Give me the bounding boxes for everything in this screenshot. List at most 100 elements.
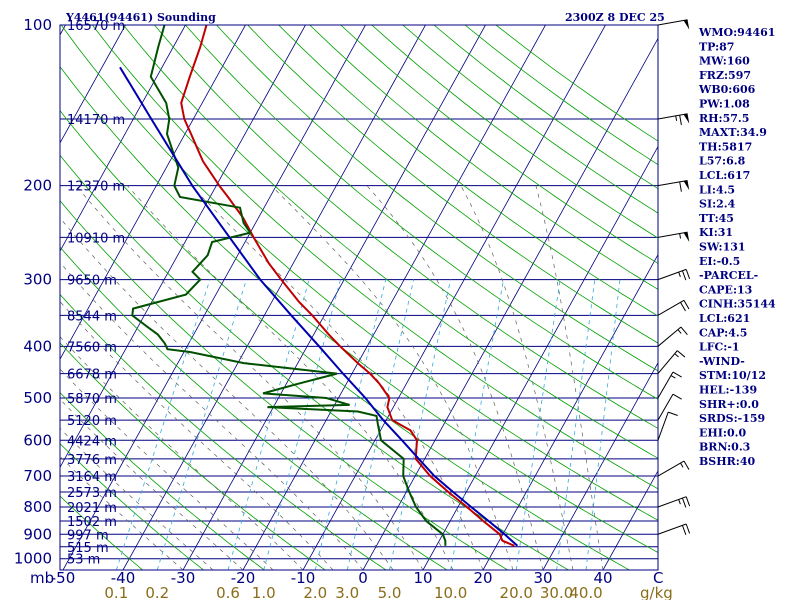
isotherm-line <box>362 37 658 570</box>
mixing-ratio-line <box>346 279 415 570</box>
wind-barb-staff <box>657 350 678 374</box>
mixing-ratio-line <box>156 279 247 570</box>
mixing-ratio-label: 40.0 <box>569 584 602 600</box>
isotherm-line <box>602 470 658 570</box>
moist-adiabat-line <box>535 185 604 570</box>
wind-barb-feather <box>679 181 682 192</box>
pressure-tick-label: 700 <box>23 467 52 485</box>
dry-adiabat-line <box>122 25 658 459</box>
mixing-ratio-line <box>115 279 211 570</box>
mixing-ratio-line <box>314 279 387 570</box>
wind-barb-feather <box>672 371 682 378</box>
wind-barb-feather <box>683 300 690 310</box>
sounding-index: TH:5817 <box>699 140 752 153</box>
sounding-index: CINH:35144 <box>699 298 776 311</box>
x-axis-unit: C <box>653 569 663 587</box>
mixing-ratio-unit: g/kg <box>640 584 673 600</box>
height-label: 10910 m <box>67 231 125 246</box>
mixing-ratio-label: 0.6 <box>216 584 240 600</box>
wind-barb <box>657 19 690 30</box>
dry-adiabat-line <box>60 200 508 570</box>
isotherm-line <box>60 25 246 361</box>
wind-barb <box>657 523 691 535</box>
mixing-ratio-line <box>389 279 451 570</box>
isotherm-line <box>122 25 426 570</box>
height-label: 5870 m <box>67 392 117 407</box>
mixing-ratio-label: 10.0 <box>434 584 467 600</box>
wind-barb-staff <box>657 326 682 347</box>
wind-barb-half-feather <box>670 375 676 379</box>
height-label: 5120 m <box>67 414 117 429</box>
wind-barb-staff <box>657 371 674 399</box>
moist-adiabat-line <box>75 185 424 570</box>
moist-adiabat-line <box>60 217 394 570</box>
dry-adiabat-line <box>60 154 569 570</box>
sounding-index: WMO:94461 <box>698 26 775 39</box>
temperature-tick-label: 20 <box>473 569 492 587</box>
pressure-tick-label: 600 <box>23 431 52 449</box>
dry-adiabat-line <box>60 495 143 570</box>
wind-barb-feather <box>668 411 678 416</box>
wind-barb-staff <box>657 179 688 187</box>
isotherm-line <box>422 145 658 570</box>
isotherm-line <box>60 25 126 144</box>
temperature-tick-label: -40 <box>111 569 136 587</box>
dry-adiabat-line <box>340 25 658 264</box>
mixing-ratio-line <box>263 279 341 570</box>
mixing-ratio-line <box>227 279 310 570</box>
pressure-tick-label: 400 <box>23 337 52 355</box>
dry-adiabat-line <box>216 25 658 372</box>
pressure-tick-label: 800 <box>23 498 52 516</box>
sounding-index: LI:4.5 <box>699 183 735 196</box>
moist-adiabat-line <box>60 336 304 570</box>
dry-adiabat-line <box>60 392 265 570</box>
sounding-index: KI:31 <box>699 226 733 239</box>
height-label: 7560 m <box>67 340 117 355</box>
moist-adiabat-line <box>60 301 334 570</box>
wind-barb-staff <box>657 268 687 281</box>
sounding-index: -WIND- <box>699 355 745 368</box>
sounding-index: TP:87 <box>699 40 734 53</box>
wind-barb-half-feather <box>679 233 682 239</box>
height-label: 53 m <box>67 553 100 568</box>
wind-barb <box>657 179 690 192</box>
sounding-index: SI:2.4 <box>699 198 736 211</box>
mixing-ratio-label: 1.0 <box>252 584 276 600</box>
wind-barb-feather <box>680 302 686 312</box>
temperature-line <box>180 25 515 547</box>
isotherm-line <box>182 25 486 570</box>
height-label: 2021 m <box>67 501 117 516</box>
height-label: 14170 m <box>67 113 125 128</box>
sounding-index: EHI:0.0 <box>699 426 746 439</box>
height-label: 8544 m <box>67 309 117 324</box>
sounding-index: STM:10/12 <box>699 369 766 382</box>
temperature-tick-label: 10 <box>413 569 432 587</box>
wind-barb <box>657 231 690 243</box>
sounding-index: LFC:-1 <box>699 341 740 354</box>
dry-adiabat-line <box>247 25 658 344</box>
wind-barb-half-feather <box>680 462 684 468</box>
wind-barb-half-feather <box>674 353 679 358</box>
wind-barb-half-feather <box>677 329 682 334</box>
height-label: 2573 m <box>67 486 117 501</box>
parcel-line <box>119 66 519 547</box>
dry-adiabat-line <box>60 246 448 570</box>
wind-barb-half-feather <box>675 115 678 121</box>
dry-adiabat-line <box>278 25 658 317</box>
moist-adiabat-line <box>191 185 484 570</box>
isotherm-line <box>60 25 186 252</box>
y-axis-unit: mb <box>30 569 54 587</box>
sounding-index: WB0:606 <box>698 83 756 96</box>
isotherm-line <box>0 25 5 570</box>
isotherm-line <box>482 253 658 570</box>
mixing-ratio-label: 20.0 <box>500 584 533 600</box>
wind-barb-staff <box>657 19 688 26</box>
temperature-tick-label: -20 <box>231 569 256 587</box>
wind-barb-staff <box>657 496 687 508</box>
mixing-ratio-label: 5.0 <box>378 584 402 600</box>
mixing-ratio-line <box>515 279 561 570</box>
mixing-ratio-line <box>556 279 596 570</box>
dry-adiabat-line <box>60 443 204 570</box>
wind-barb <box>657 326 688 347</box>
wind-barb-flag <box>683 19 690 30</box>
